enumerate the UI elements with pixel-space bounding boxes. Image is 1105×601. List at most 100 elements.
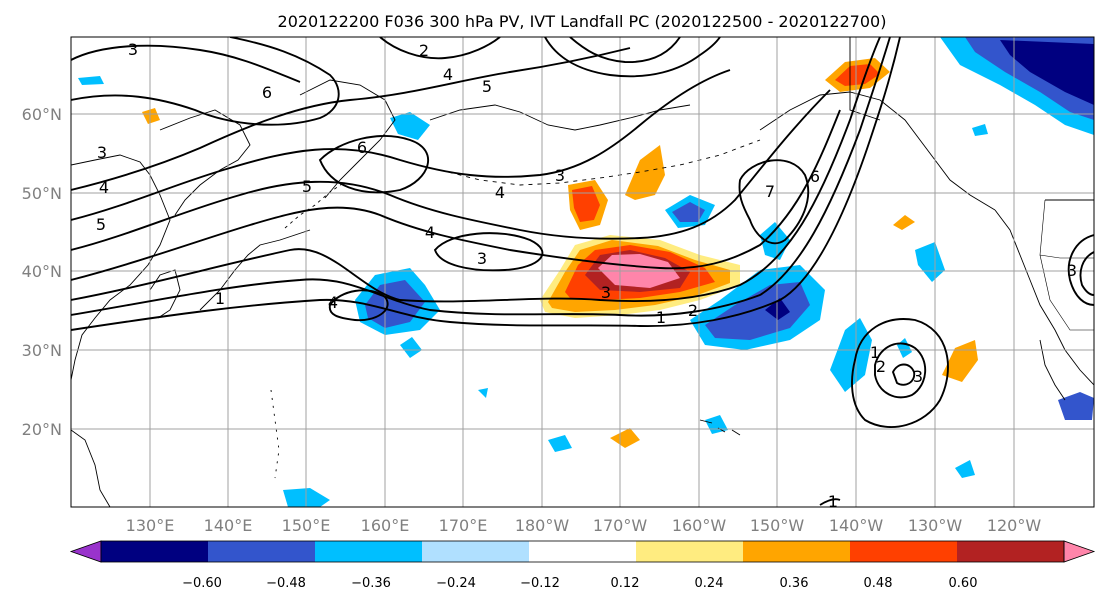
contour-label: 4 bbox=[99, 178, 109, 197]
pv-contour-northwest bbox=[71, 37, 340, 126]
negative-anomaly-southeast bbox=[830, 318, 872, 392]
contour-label: 2 bbox=[688, 301, 698, 320]
pv-contour bbox=[71, 37, 881, 303]
contour-label: 5 bbox=[482, 77, 492, 96]
lat-label: 20°N bbox=[22, 420, 62, 439]
colorbar-tick: −0.48 bbox=[266, 576, 306, 591]
contour-label: 3 bbox=[477, 249, 487, 268]
colorbar-tick: 0.60 bbox=[949, 576, 978, 591]
pv-contour bbox=[71, 89, 831, 251]
colorbar-segment bbox=[422, 541, 530, 562]
negative-anomaly-small bbox=[390, 112, 430, 140]
pv-contour-closed-southeast bbox=[891, 363, 916, 386]
colorbar-tick-labels: −0.60 −0.48 −0.36 −0.24 −0.12 0.12 0.24 … bbox=[182, 576, 977, 591]
pv-contour-north bbox=[379, 37, 501, 60]
contour-label: 4 bbox=[328, 293, 338, 312]
kamchatka-coastline bbox=[299, 79, 396, 199]
contour-label: 2 bbox=[876, 357, 886, 376]
pv-contours bbox=[71, 37, 1094, 506]
negative-anomaly-small bbox=[972, 124, 988, 136]
lon-label: 150°E bbox=[282, 516, 331, 535]
contour-label: 1 bbox=[870, 343, 880, 362]
negative-anomaly-mid bbox=[672, 202, 705, 222]
pv-contour-east-cutoff bbox=[1067, 234, 1094, 306]
lon-label: 160°W bbox=[672, 516, 727, 535]
contour-label: 3 bbox=[601, 283, 611, 302]
contour-label: 5 bbox=[96, 215, 106, 234]
contour-label: 3 bbox=[128, 40, 138, 59]
negative-anomaly-small bbox=[915, 242, 945, 282]
pv-contour bbox=[71, 69, 731, 221]
map-panel: 3 2 4 5 6 3 4 5 6 4 3 4 3 1 2 1 7 6 3 1 bbox=[70, 36, 1095, 511]
colorbar-segment bbox=[957, 541, 1065, 562]
colorbar-tick: −0.24 bbox=[436, 576, 476, 591]
colorbar-tick: 0.24 bbox=[695, 576, 724, 591]
colorbar-segment bbox=[101, 541, 209, 562]
baja-coastline bbox=[1039, 339, 1066, 401]
pv-contour-north bbox=[544, 37, 721, 78]
pv-contour-closed-ridge bbox=[738, 159, 810, 245]
colorbar-segments bbox=[69, 540, 1096, 563]
lat-label: 50°N bbox=[22, 184, 62, 203]
colorbar-segment bbox=[850, 541, 958, 562]
contour-label: 6 bbox=[810, 167, 820, 186]
lon-label: 120°W bbox=[987, 516, 1042, 535]
longitude-labels: 130°E 140°E 150°E 160°E 170°E 180°W 170°… bbox=[126, 516, 1042, 535]
contour-label: 3 bbox=[913, 367, 923, 386]
lon-label: 180°W bbox=[515, 516, 570, 535]
lon-label: 140°W bbox=[829, 516, 884, 535]
positive-anomaly-small bbox=[142, 108, 160, 124]
positive-anomaly-north bbox=[625, 145, 665, 200]
lon-label: 170°W bbox=[593, 516, 648, 535]
us-state-border bbox=[1039, 199, 1094, 259]
pv-contour-north bbox=[569, 37, 681, 63]
pv-contour-closed-southeast bbox=[851, 318, 949, 428]
korea-coastline bbox=[149, 269, 181, 319]
pv-contour bbox=[71, 37, 901, 331]
lat-label: 30°N bbox=[22, 341, 62, 360]
pv-contour bbox=[71, 37, 891, 317]
alaska-coastline bbox=[759, 91, 996, 211]
lon-label: 130°E bbox=[126, 516, 175, 535]
positive-anomaly-north bbox=[572, 186, 600, 222]
contour-label: 1 bbox=[656, 308, 666, 327]
contour-label: 4 bbox=[495, 183, 505, 202]
lat-label: 40°N bbox=[22, 262, 62, 281]
colorbar-tick: 0.48 bbox=[864, 576, 893, 591]
contour-label: 3 bbox=[555, 166, 565, 185]
contour-label: 4 bbox=[443, 65, 453, 84]
contour-label: 7 bbox=[765, 182, 775, 201]
pv-contour-closed-southeast bbox=[874, 342, 927, 399]
north-america-west-coast bbox=[994, 209, 1094, 386]
contour-label: 6 bbox=[262, 83, 272, 102]
graticule bbox=[71, 37, 1094, 507]
positive-anomaly-small bbox=[893, 215, 915, 230]
contour-labels: 3 2 4 5 6 3 4 5 6 4 3 4 3 1 2 1 7 6 3 1 bbox=[96, 40, 1077, 511]
colorbar-tick: 0.12 bbox=[611, 576, 640, 591]
alaska-canada-border bbox=[849, 37, 881, 121]
colorbar-frame bbox=[100, 540, 1065, 563]
lon-label: 150°W bbox=[750, 516, 805, 535]
positive-anomaly-alaska bbox=[835, 64, 880, 86]
south-asia-coastline bbox=[71, 429, 111, 507]
pv-contour-closed-north-pacific bbox=[318, 135, 430, 194]
asia-coastline bbox=[71, 154, 171, 381]
map-frame bbox=[70, 36, 1095, 508]
colorbar: −0.60 −0.48 −0.36 −0.24 −0.12 0.12 0.24 … bbox=[69, 540, 1096, 591]
figure-title: 2020122200 F036 300 hPa PV, IVT Landfall… bbox=[278, 12, 887, 31]
pv-contour-closed-cyclone bbox=[328, 289, 389, 322]
colorbar-tick: 0.36 bbox=[780, 576, 809, 591]
pv-contour bbox=[71, 109, 841, 281]
contour-label: 4 bbox=[425, 223, 435, 242]
negative-anomaly-northeast bbox=[1000, 40, 1094, 105]
colorbar-extension-low bbox=[69, 540, 102, 563]
contour-label: 1 bbox=[828, 492, 838, 511]
lon-label: 140°E bbox=[204, 516, 253, 535]
positive-anomaly-small bbox=[610, 428, 640, 448]
negative-anomaly-small bbox=[955, 460, 975, 478]
pv-contour bbox=[71, 47, 631, 191]
colorbar-extension-high bbox=[1063, 540, 1096, 563]
colorbar-segment bbox=[636, 541, 744, 562]
aleutian-islands bbox=[439, 139, 761, 186]
